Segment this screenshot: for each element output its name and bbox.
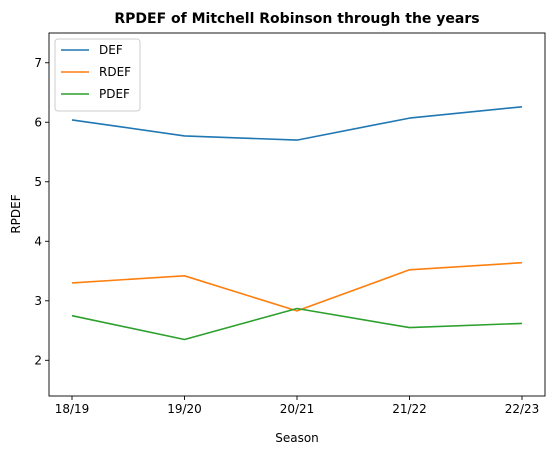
y-tick-label: 4: [34, 234, 42, 248]
chart-title: RPDEF of Mitchell Robinson through the y…: [114, 11, 479, 27]
x-axis: 18/19 19/20 20/21 21/22 22/23: [55, 396, 540, 416]
x-tick-label: 18/19: [55, 402, 90, 416]
y-tick-label: 5: [34, 175, 42, 189]
series-lines: [71, 106, 523, 341]
x-axis-label: Season: [275, 431, 319, 445]
x-tick-label: 21/22: [392, 402, 427, 416]
series-line-rdef: [71, 261, 523, 312]
x-tick-label: 20/21: [280, 402, 315, 416]
y-axis: 2 3 4 5 6 7: [34, 56, 49, 367]
legend-label-rdef: RDEF: [99, 65, 131, 79]
y-tick-label: 7: [34, 56, 42, 70]
legend-label-pdef: PDEF: [99, 87, 130, 101]
legend-label-def: DEF: [99, 43, 123, 57]
y-tick-label: 3: [34, 294, 42, 308]
y-tick-label: 2: [34, 353, 42, 367]
legend-box: [54, 38, 141, 112]
y-tick-label: 6: [34, 115, 42, 129]
series-line-pdef: [71, 307, 523, 341]
x-tick-label: 19/20: [167, 402, 202, 416]
x-tick-label: 22/23: [505, 402, 540, 416]
series-line-def: [71, 106, 523, 141]
legend: DEF RDEF PDEF: [54, 38, 141, 112]
y-axis-label: RPDEF: [9, 194, 23, 233]
